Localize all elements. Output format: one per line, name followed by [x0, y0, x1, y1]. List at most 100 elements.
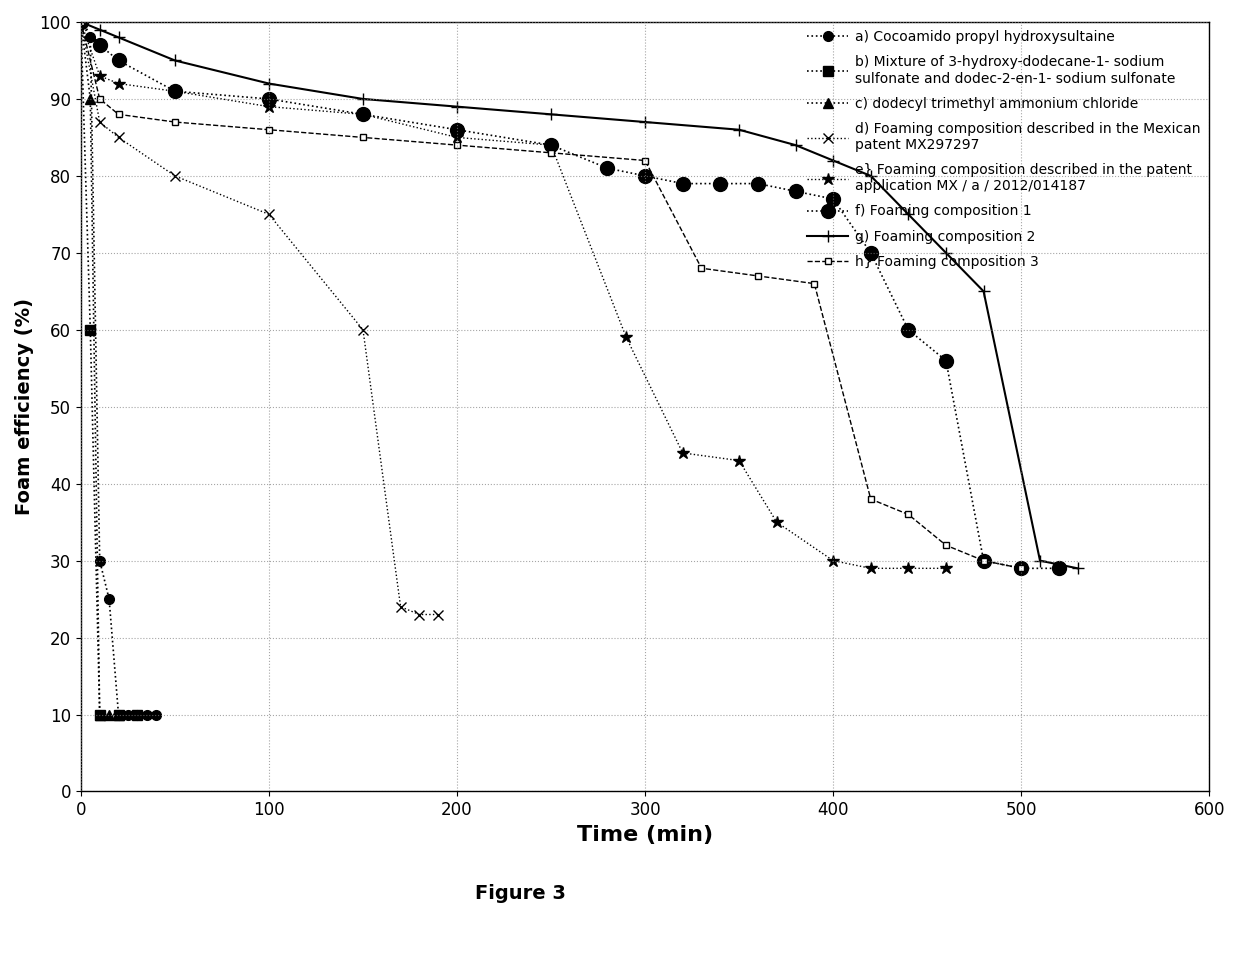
e} Foaming composition described in the patent
application MX / a / 2012/014187: [826, 555, 841, 567]
f) Foaming composition 1: [901, 324, 916, 336]
f) Foaming composition 1: [713, 178, 728, 190]
g) Foaming composition 2: [939, 247, 954, 259]
d) Foaming composition described in the Mexican
patent MX297297: [356, 324, 371, 336]
h} Foaming composition 3: [807, 277, 822, 289]
e} Foaming composition described in the patent
application MX / a / 2012/014187: [356, 108, 371, 120]
Text: Figure 3: Figure 3: [475, 884, 567, 903]
e} Foaming composition described in the patent
application MX / a / 2012/014187: [167, 85, 182, 97]
f) Foaming composition 1: [356, 108, 371, 120]
g) Foaming composition 2: [637, 116, 652, 128]
e} Foaming composition described in the patent
application MX / a / 2012/014187: [619, 331, 634, 343]
d) Foaming composition described in the Mexican
patent MX297297: [73, 17, 88, 28]
f) Foaming composition 1: [112, 55, 126, 66]
a) Cocoamido propyl hydroxysultaine: [92, 555, 107, 567]
a) Cocoamido propyl hydroxysultaine: [102, 593, 117, 605]
g) Foaming composition 2: [826, 154, 841, 166]
Line: c) dodecyl trimethyl ammonium chloride: c) dodecyl trimethyl ammonium chloride: [76, 18, 123, 719]
e} Foaming composition described in the patent
application MX / a / 2012/014187: [543, 140, 558, 151]
h} Foaming composition 3: [73, 17, 88, 28]
g) Foaming composition 2: [789, 140, 804, 151]
d) Foaming composition described in the Mexican
patent MX297297: [262, 208, 277, 220]
h} Foaming composition 3: [262, 124, 277, 136]
f) Foaming composition 1: [1052, 563, 1066, 574]
g) Foaming composition 2: [543, 108, 558, 120]
f) Foaming composition 1: [73, 17, 88, 28]
b) Mixture of 3-hydroxy-dodecane-1- sodium
sulfonate and dodec-2-en-1- sodium sulfonate: [73, 17, 88, 28]
b) Mixture of 3-hydroxy-dodecane-1- sodium
sulfonate and dodec-2-en-1- sodium sulfonate: [130, 708, 145, 720]
b) Mixture of 3-hydroxy-dodecane-1- sodium
sulfonate and dodec-2-en-1- sodium sulfonate: [83, 324, 98, 336]
Line: d) Foaming composition described in the Mexican
patent MX297297: d) Foaming composition described in the …: [76, 18, 443, 619]
Line: a) Cocoamido propyl hydroxysultaine: a) Cocoamido propyl hydroxysultaine: [76, 18, 161, 719]
d) Foaming composition described in the Mexican
patent MX297297: [393, 601, 408, 613]
f) Foaming composition 1: [637, 170, 652, 182]
e} Foaming composition described in the patent
application MX / a / 2012/014187: [939, 563, 954, 574]
g) Foaming composition 2: [1033, 555, 1048, 567]
b) Mixture of 3-hydroxy-dodecane-1- sodium
sulfonate and dodec-2-en-1- sodium sulfonate: [92, 708, 107, 720]
g) Foaming composition 2: [732, 124, 746, 136]
g) Foaming composition 2: [262, 78, 277, 90]
b) Mixture of 3-hydroxy-dodecane-1- sodium
sulfonate and dodec-2-en-1- sodium sulfonate: [112, 708, 126, 720]
d) Foaming composition described in the Mexican
patent MX297297: [112, 132, 126, 144]
e} Foaming composition described in the patent
application MX / a / 2012/014187: [262, 101, 277, 112]
f) Foaming composition 1: [92, 39, 107, 51]
e} Foaming composition described in the patent
application MX / a / 2012/014187: [676, 447, 691, 459]
f) Foaming composition 1: [750, 178, 765, 190]
f) Foaming composition 1: [939, 355, 954, 366]
e} Foaming composition described in the patent
application MX / a / 2012/014187: [769, 516, 784, 528]
a) Cocoamido propyl hydroxysultaine: [120, 708, 135, 720]
g) Foaming composition 2: [976, 285, 991, 297]
Y-axis label: Foam efficiency (%): Foam efficiency (%): [15, 298, 33, 515]
g) Foaming composition 2: [167, 55, 182, 66]
d) Foaming composition described in the Mexican
patent MX297297: [92, 116, 107, 128]
h} Foaming composition 3: [450, 140, 465, 151]
f) Foaming composition 1: [167, 85, 182, 97]
f) Foaming composition 1: [976, 555, 991, 567]
e} Foaming composition described in the patent
application MX / a / 2012/014187: [732, 454, 746, 466]
h} Foaming composition 3: [939, 539, 954, 551]
c) dodecyl trimethyl ammonium chloride: [102, 708, 117, 720]
d) Foaming composition described in the Mexican
patent MX297297: [430, 609, 445, 620]
Line: h} Foaming composition 3: h} Foaming composition 3: [77, 19, 1024, 572]
a) Cocoamido propyl hydroxysultaine: [130, 708, 145, 720]
a) Cocoamido propyl hydroxysultaine: [112, 708, 126, 720]
h} Foaming composition 3: [167, 116, 182, 128]
d) Foaming composition described in the Mexican
patent MX297297: [167, 170, 182, 182]
f) Foaming composition 1: [826, 193, 841, 205]
c) dodecyl trimethyl ammonium chloride: [112, 708, 126, 720]
g) Foaming composition 2: [863, 170, 878, 182]
Line: b) Mixture of 3-hydroxy-dodecane-1- sodium
sulfonate and dodec-2-en-1- sodium sulfonate: b) Mixture of 3-hydroxy-dodecane-1- sodi…: [76, 18, 143, 719]
h} Foaming composition 3: [901, 509, 916, 521]
f) Foaming composition 1: [600, 162, 615, 174]
h} Foaming composition 3: [750, 270, 765, 281]
g) Foaming composition 2: [1070, 563, 1085, 574]
h} Foaming composition 3: [1014, 563, 1029, 574]
f) Foaming composition 1: [450, 124, 465, 136]
h} Foaming composition 3: [92, 93, 107, 105]
X-axis label: Time (min): Time (min): [577, 825, 713, 845]
d) Foaming composition described in the Mexican
patent MX297297: [412, 609, 427, 620]
c) dodecyl trimethyl ammonium chloride: [92, 708, 107, 720]
g) Foaming composition 2: [73, 17, 88, 28]
g) Foaming composition 2: [356, 93, 371, 105]
g) Foaming composition 2: [112, 31, 126, 43]
f) Foaming composition 1: [789, 186, 804, 197]
a) Cocoamido propyl hydroxysultaine: [139, 708, 154, 720]
f) Foaming composition 1: [543, 140, 558, 151]
Line: e} Foaming composition described in the patent
application MX / a / 2012/014187: e} Foaming composition described in the …: [74, 16, 952, 574]
e} Foaming composition described in the patent
application MX / a / 2012/014187: [73, 17, 88, 28]
h} Foaming composition 3: [356, 132, 371, 144]
c) dodecyl trimethyl ammonium chloride: [83, 93, 98, 105]
f) Foaming composition 1: [262, 93, 277, 105]
Line: g) Foaming composition 2: g) Foaming composition 2: [74, 16, 1084, 574]
f) Foaming composition 1: [863, 247, 878, 259]
g) Foaming composition 2: [450, 101, 465, 112]
Legend: a) Cocoamido propyl hydroxysultaine, b) Mixture of 3-hydroxy-dodecane-1- sodium
: a) Cocoamido propyl hydroxysultaine, b) …: [801, 24, 1207, 275]
a) Cocoamido propyl hydroxysultaine: [83, 31, 98, 43]
e} Foaming composition described in the patent
application MX / a / 2012/014187: [450, 132, 465, 144]
h} Foaming composition 3: [543, 147, 558, 158]
e} Foaming composition described in the patent
application MX / a / 2012/014187: [863, 563, 878, 574]
h} Foaming composition 3: [112, 108, 126, 120]
h} Foaming composition 3: [694, 263, 709, 275]
e} Foaming composition described in the patent
application MX / a / 2012/014187: [901, 563, 916, 574]
h} Foaming composition 3: [863, 493, 878, 505]
